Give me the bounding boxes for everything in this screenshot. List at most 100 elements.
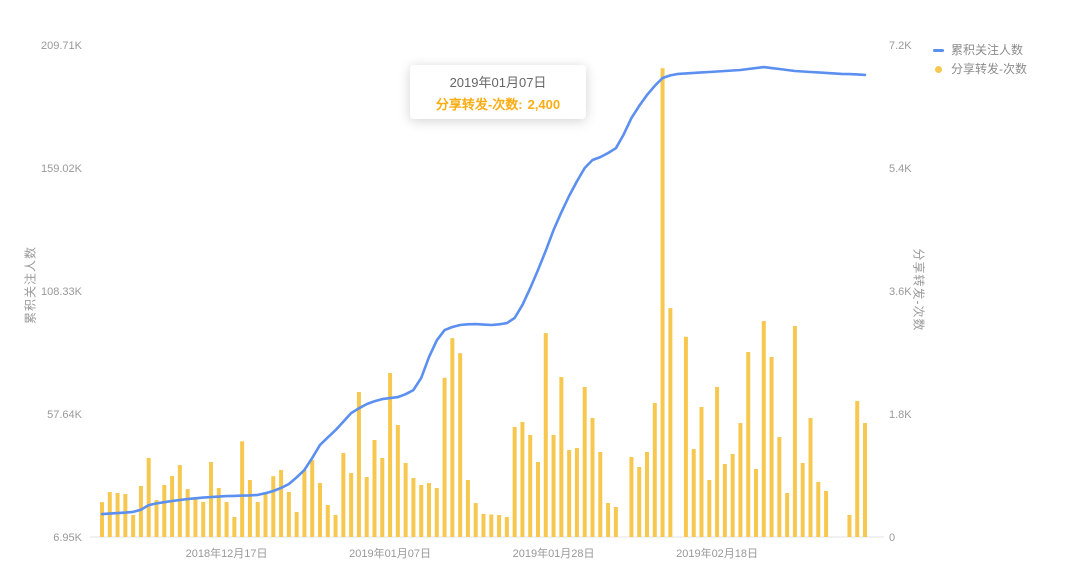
bar[interactable] — [567, 450, 572, 537]
cumulative-followers-line[interactable] — [100, 65, 867, 516]
bar[interactable] — [247, 480, 252, 537]
bar[interactable] — [279, 470, 284, 537]
bar[interactable] — [792, 326, 797, 537]
bar[interactable] — [816, 481, 821, 537]
legend-item-shares[interactable]: 分享转发-次数 — [933, 61, 1027, 77]
bar[interactable] — [193, 497, 198, 537]
bar[interactable] — [707, 480, 712, 537]
bar[interactable] — [349, 473, 354, 537]
bar[interactable] — [754, 469, 758, 537]
bar[interactable] — [606, 503, 611, 537]
bar[interactable] — [863, 423, 867, 537]
bar[interactable] — [520, 421, 525, 537]
bar[interactable] — [341, 452, 346, 537]
bar[interactable] — [450, 338, 455, 537]
legend-item-followers[interactable]: 累积关注人数 — [933, 42, 1027, 58]
bar[interactable] — [652, 403, 657, 537]
bar[interactable] — [691, 449, 696, 537]
bar[interactable] — [403, 462, 408, 537]
bar[interactable] — [115, 492, 120, 537]
bar[interactable] — [497, 514, 502, 537]
bar[interactable] — [185, 489, 190, 537]
bar[interactable] — [512, 426, 517, 537]
bar[interactable] — [738, 423, 743, 537]
bar[interactable] — [442, 377, 447, 537]
bar[interactable] — [481, 513, 486, 537]
bar[interactable] — [668, 308, 673, 537]
bar[interactable] — [559, 377, 564, 537]
bar[interactable] — [645, 451, 649, 537]
bar[interactable] — [855, 401, 860, 537]
bar[interactable] — [427, 483, 431, 537]
bar[interactable] — [356, 391, 361, 537]
bar[interactable] — [209, 462, 213, 537]
bar[interactable] — [333, 514, 338, 537]
bar[interactable] — [162, 484, 167, 537]
bar[interactable] — [536, 461, 540, 537]
bar[interactable] — [637, 467, 642, 537]
bar[interactable] — [847, 514, 852, 537]
bar[interactable] — [123, 494, 128, 537]
bar[interactable] — [419, 484, 424, 537]
bar[interactable] — [590, 418, 595, 537]
bar[interactable] — [302, 470, 307, 537]
bar[interactable] — [504, 516, 509, 537]
bar[interactable] — [286, 491, 291, 537]
bar[interactable] — [224, 502, 229, 537]
bar[interactable] — [808, 418, 813, 537]
bar[interactable] — [683, 336, 688, 537]
bar[interactable] — [746, 352, 751, 537]
bar[interactable] — [380, 458, 385, 537]
bar[interactable] — [201, 502, 206, 537]
bar[interactable] — [255, 502, 260, 537]
bar[interactable] — [294, 511, 299, 537]
bar[interactable] — [372, 439, 377, 537]
bar[interactable] — [761, 321, 766, 537]
bar[interactable] — [100, 502, 104, 537]
bar[interactable] — [465, 480, 470, 537]
bar[interactable] — [411, 478, 416, 537]
bar[interactable] — [138, 486, 143, 537]
bar[interactable] — [528, 434, 533, 537]
bar[interactable] — [551, 434, 556, 537]
bar[interactable] — [715, 387, 720, 537]
bar[interactable] — [434, 488, 439, 537]
bar[interactable] — [240, 441, 245, 537]
bar[interactable] — [699, 407, 704, 537]
bar[interactable] — [489, 514, 494, 537]
bar[interactable] — [800, 462, 805, 537]
bar[interactable] — [574, 448, 579, 537]
bar[interactable] — [364, 477, 369, 537]
bar[interactable] — [730, 454, 735, 537]
bar[interactable] — [473, 503, 478, 537]
bar[interactable] — [629, 456, 634, 537]
right-axis-title: 分享转发-次数 — [911, 248, 926, 332]
bar[interactable] — [660, 68, 665, 537]
bar[interactable] — [318, 483, 322, 537]
bar[interactable] — [263, 493, 268, 537]
bar[interactable] — [458, 353, 463, 537]
tooltip-value: 2,400 — [527, 96, 561, 112]
bar[interactable] — [388, 373, 393, 537]
bar[interactable] — [232, 516, 237, 537]
bar[interactable] — [824, 491, 829, 537]
bar[interactable] — [777, 437, 782, 537]
bar[interactable] — [131, 514, 136, 537]
bar[interactable] — [543, 333, 548, 537]
bar[interactable] — [310, 459, 315, 537]
bar[interactable] — [146, 458, 151, 537]
bar[interactable] — [769, 357, 774, 537]
left-axis-tick-label: 57.64K — [47, 409, 83, 421]
bar[interactable] — [582, 387, 587, 537]
bar[interactable] — [722, 464, 727, 537]
bar[interactable] — [170, 476, 175, 537]
bar[interactable] — [598, 451, 603, 537]
bar[interactable] — [785, 492, 790, 537]
bar[interactable] — [325, 505, 330, 537]
bar[interactable] — [154, 500, 159, 537]
bar[interactable] — [271, 476, 276, 537]
bar[interactable] — [216, 488, 221, 537]
bar[interactable] — [613, 507, 618, 537]
bar[interactable] — [395, 425, 400, 537]
